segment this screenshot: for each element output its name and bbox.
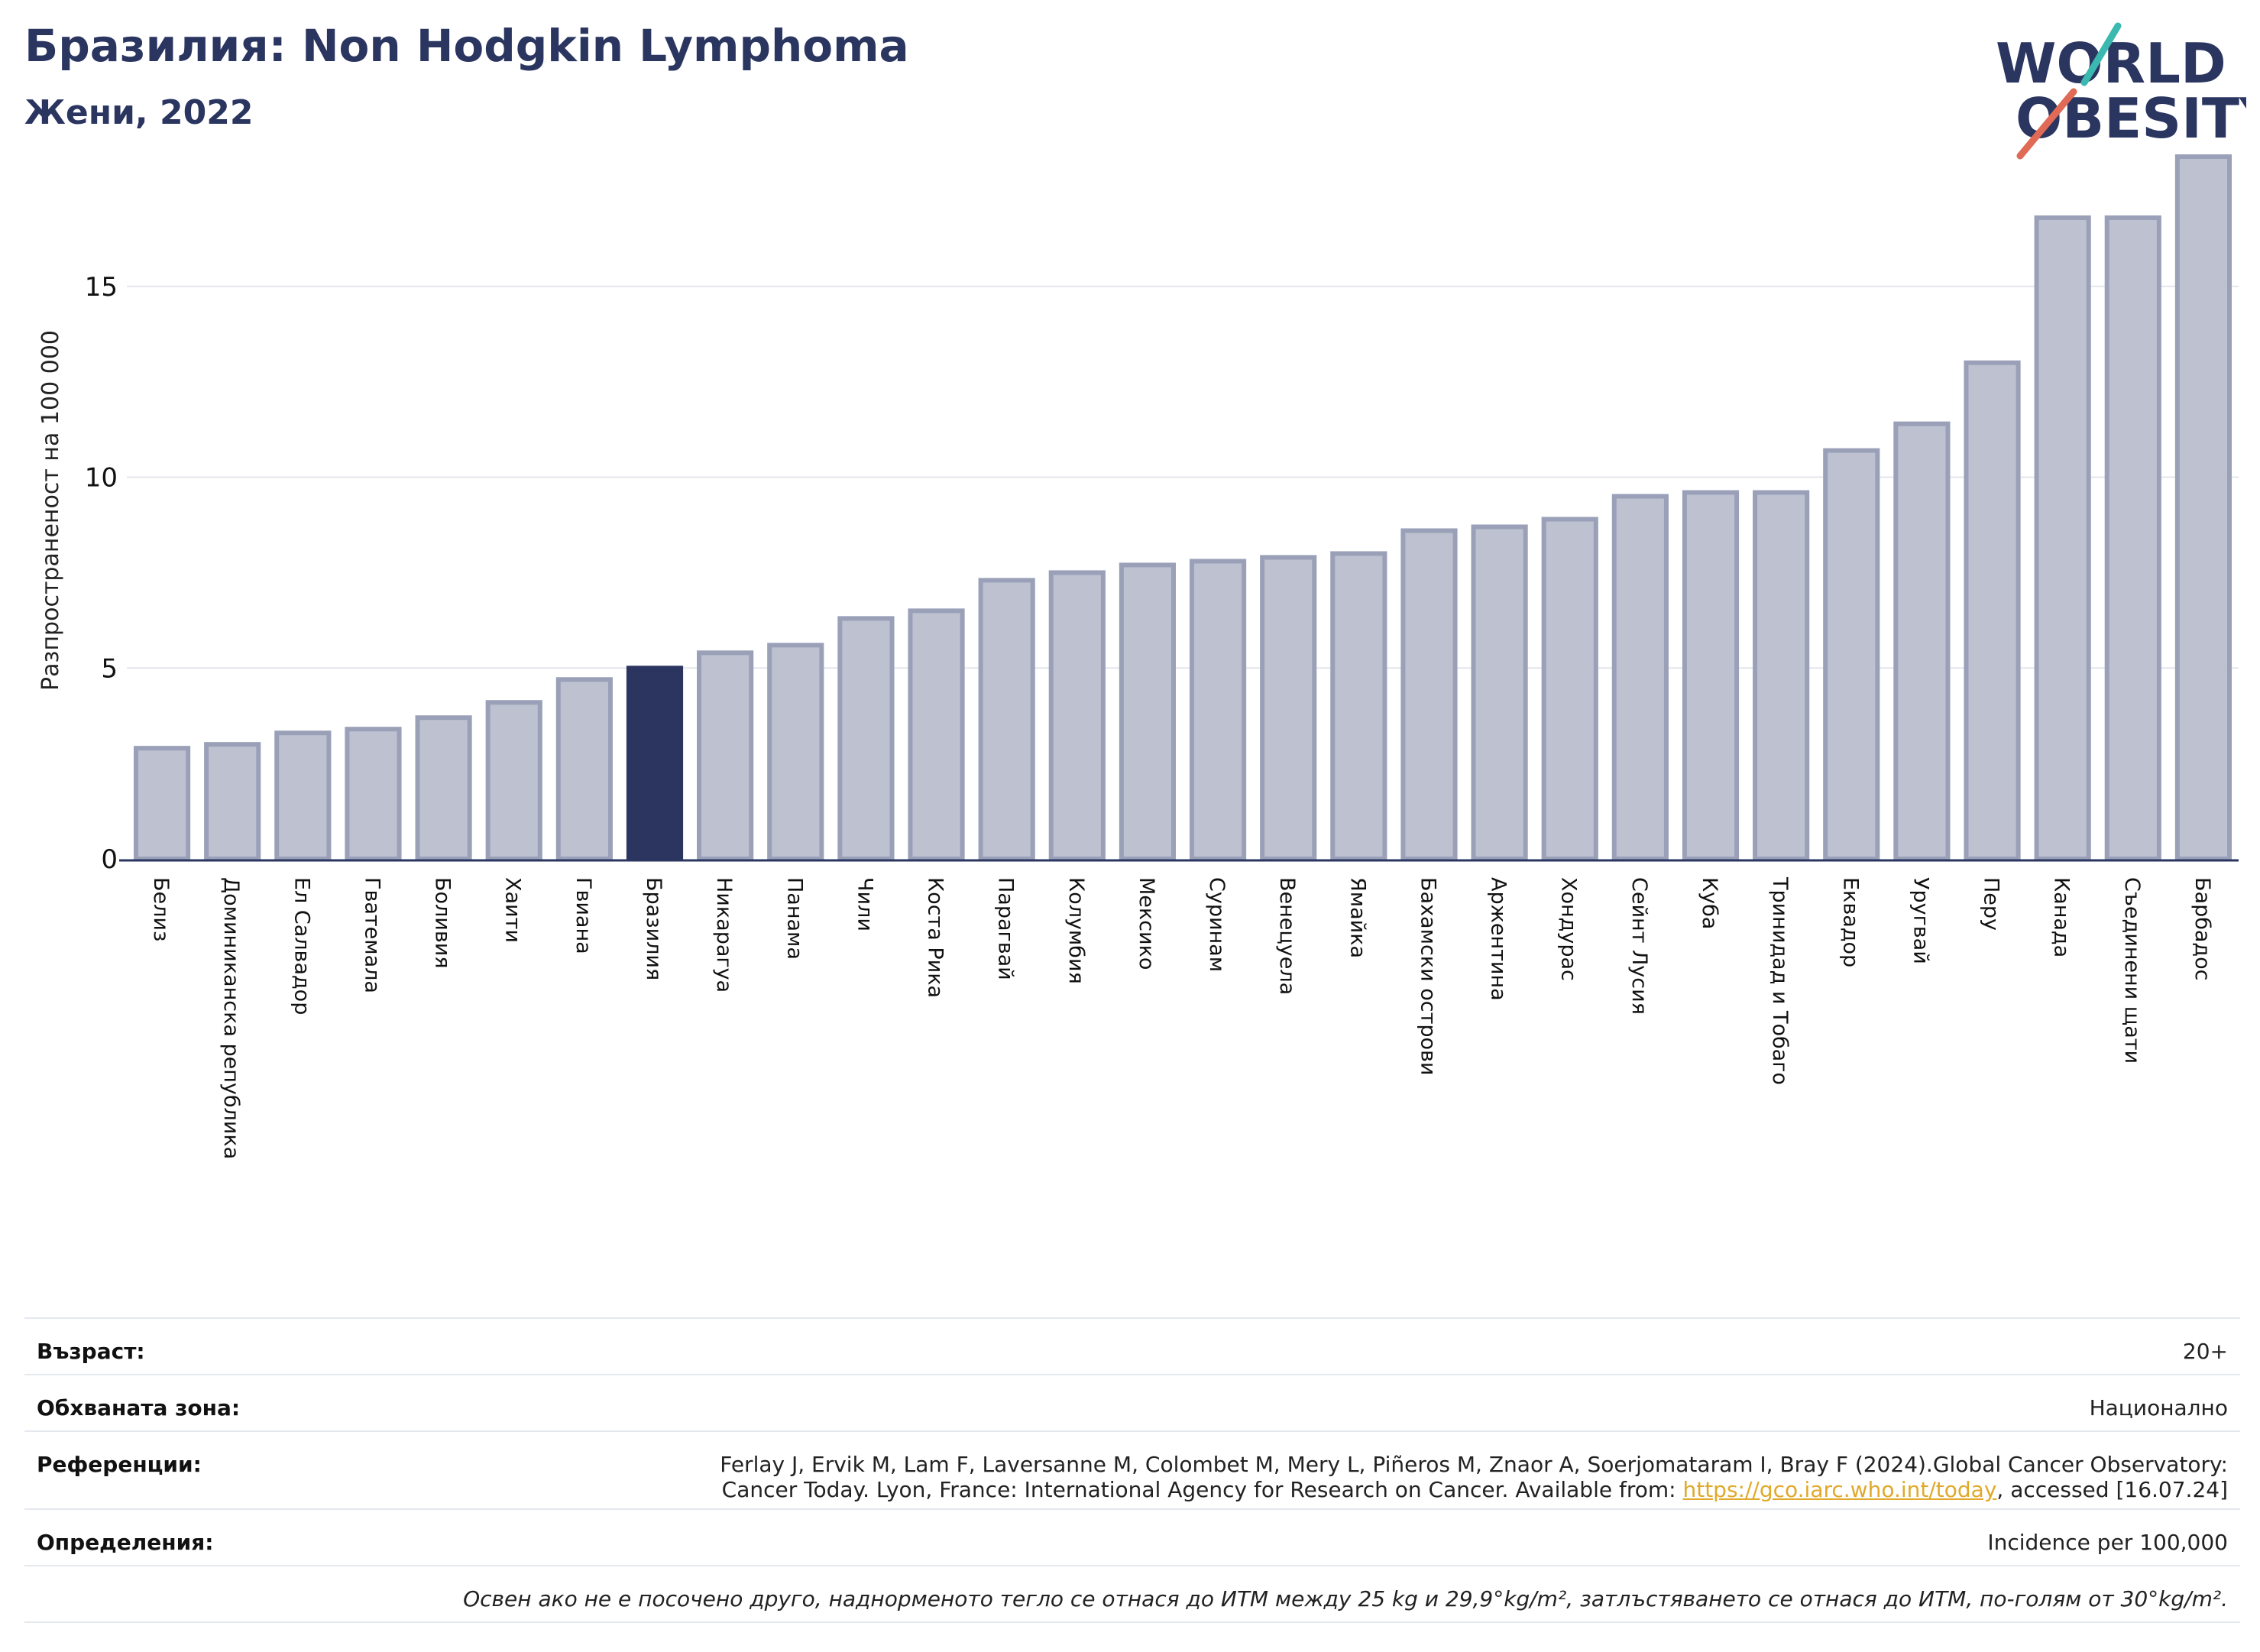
grid-lines [127, 285, 2239, 669]
x-tick-label: Тринидад и Тобаго [1768, 876, 1792, 1085]
x-tick-label: Колумбия [1064, 877, 1088, 984]
bar-26 [1893, 421, 1951, 861]
bar-11 [837, 616, 895, 861]
y-tick-label: 15 [85, 272, 118, 303]
bar-23 [1682, 490, 1740, 861]
bar-8 [626, 666, 684, 861]
definitions-value: Incidence per 100,000 [1987, 1530, 2228, 1555]
bar-chart: 0 5 10 15 Белиз Доминиканска република Ел Сал… [37, 154, 2239, 1159]
y-tick-label: 5 [101, 653, 118, 684]
bar-21 [1541, 517, 1598, 861]
x-tick-label: Панама [782, 877, 806, 960]
info-row-area: Обхваната зона: Национално [24, 1374, 2240, 1430]
x-tick-label: Суринам [1205, 877, 1229, 972]
x-tick-label: Барбадос [2190, 877, 2214, 980]
x-tick-label: Съединени щати [2120, 877, 2144, 1064]
bar-6 [485, 700, 542, 861]
x-tick-label: Венецуела [1275, 877, 1299, 995]
x-tick-label: Перу [1980, 877, 2003, 931]
age-label: Възраст: [37, 1339, 145, 1364]
bar-5 [415, 715, 472, 862]
bar-9 [697, 650, 754, 861]
y-tick-label: 0 [101, 844, 118, 875]
x-tick-label: Чили [853, 877, 876, 931]
info-row-note: Освен ако не е посочено друго, наднормен… [24, 1565, 2240, 1621]
info-row-age: Възраст: 20+ [24, 1317, 2240, 1374]
x-tick-label: Хаити [501, 877, 525, 943]
x-tick-label: Аржентина [1487, 877, 1510, 1001]
x-tick-label: Гватемала [360, 877, 384, 993]
info-table: Възраст: 20+ Обхваната зона: Национално … [24, 1317, 2240, 1623]
x-axis-ticks: Белиз Доминиканска република Ел Салвадор Гв… [149, 876, 2214, 1159]
bar-1 [133, 746, 191, 861]
references-line2: Cancer Today. Lyon, France: Internationa… [37, 1477, 2228, 1502]
definitions-label: Определения: [37, 1530, 214, 1555]
x-tick-label: Ямайка [1345, 877, 1369, 958]
bar-7 [555, 677, 613, 861]
x-tick-label: Белиз [149, 877, 173, 941]
bar-15 [1119, 562, 1177, 861]
references-value: Ferlay J, Ervik M, Lam F, Laversanne M, … [37, 1452, 2228, 1502]
area-value: Национално [2089, 1395, 2228, 1420]
bar-22 [1611, 494, 1669, 861]
x-tick-label: Парагвай [994, 877, 1018, 980]
bars [133, 154, 2232, 862]
y-axis-ticks: 0 5 10 15 [85, 272, 118, 875]
references-line1: Ferlay J, Ervik M, Lam F, Laversanne M, … [720, 1452, 2228, 1477]
x-tick-label: Ел Салвадор [290, 877, 313, 1015]
bar-16 [1189, 559, 1247, 861]
bar-3 [274, 730, 332, 862]
bar-18 [1330, 551, 1387, 861]
x-tick-label: Еквадор [1838, 877, 1862, 967]
info-row-definitions: Определения: Incidence per 100,000 [24, 1508, 2240, 1565]
note-text: Освен ако не е посочено друго, наднормен… [463, 1586, 2228, 1612]
x-tick-label: Никарагуа [712, 877, 736, 993]
x-tick-label: Бахамски острови [1416, 877, 1439, 1075]
x-tick-label: Коста Рика [924, 877, 947, 998]
references-label: Референции: [37, 1452, 202, 1477]
bar-28 [2034, 215, 2091, 862]
bar-19 [1400, 528, 1458, 861]
x-tick-label: Уругвай [1909, 877, 1932, 964]
bar-10 [767, 643, 824, 861]
x-tick-label: Боливия [431, 877, 455, 969]
bar-2 [204, 742, 261, 862]
x-tick-label: Канада [2050, 877, 2074, 957]
bar-17 [1260, 555, 1317, 861]
bar-14 [1048, 570, 1106, 861]
bar-25 [1823, 448, 1880, 861]
x-tick-label: Гвиана [571, 877, 595, 954]
y-tick-label: 10 [85, 463, 118, 494]
references-text-b: , accessed [16.07.24] [1996, 1477, 2228, 1502]
x-tick-label: Мексико [1135, 877, 1158, 970]
bar-4 [345, 727, 402, 861]
bar-29 [2104, 215, 2161, 862]
x-tick-label: Куба [1698, 877, 1721, 929]
bar-20 [1471, 524, 1528, 861]
x-tick-label: Сейнт Лусия [1627, 877, 1651, 1015]
bar-24 [1753, 490, 1810, 861]
bar-12 [908, 608, 965, 862]
x-tick-label: Бразилия [642, 877, 665, 980]
bar-30 [2174, 154, 2232, 862]
bar-27 [1964, 360, 2021, 861]
references-link[interactable]: https://gco.iarc.who.int/today [1682, 1477, 1997, 1502]
info-bottom-rule [24, 1621, 2240, 1623]
info-row-references: Референции: Ferlay J, Ervik M, Lam F, La… [24, 1430, 2240, 1508]
area-label: Обхваната зона: [37, 1395, 241, 1420]
chart-subtitle: Жени, 2022 [24, 93, 254, 132]
x-tick-label: Доминиканска република [219, 877, 243, 1159]
x-tick-label: Хондурас [1557, 877, 1581, 981]
chart-title: Бразилия: Non Hodgkin Lymphoma [24, 20, 909, 72]
age-value: 20+ [2182, 1339, 2228, 1364]
world-obesity-logo: WORLD OBESITY [1996, 22, 2246, 160]
y-axis-label: Разпространеност на 100 000 [37, 330, 64, 691]
references-text-a: Cancer Today. Lyon, France: Internationa… [721, 1477, 1683, 1502]
bar-13 [978, 578, 1035, 861]
